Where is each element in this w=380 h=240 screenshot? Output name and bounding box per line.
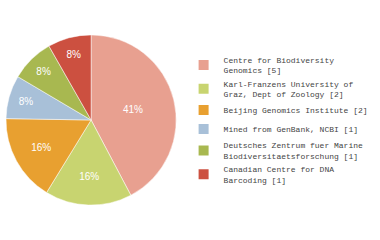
svg-text:8%: 8% bbox=[19, 96, 34, 107]
svg-text:16%: 16% bbox=[79, 171, 99, 182]
svg-text:41%: 41% bbox=[123, 104, 143, 115]
svg-text:Deutsches Zentrum fuer MarineB: Deutsches Zentrum fuer MarineBiodiversit… bbox=[224, 141, 363, 160]
svg-text:16%: 16% bbox=[31, 142, 51, 153]
svg-text:Karl-Franzens University ofGra: Karl-Franzens University ofGraz, Dept of… bbox=[224, 80, 354, 99]
svg-text:8%: 8% bbox=[36, 66, 51, 77]
svg-text:Beijing Genomics Institute [2]: Beijing Genomics Institute [2] bbox=[224, 106, 368, 115]
svg-text:Mined from GenBank, NCBI [1]: Mined from GenBank, NCBI [1] bbox=[224, 125, 358, 134]
svg-text:8%: 8% bbox=[66, 49, 81, 60]
svg-text:Canadian Centre for DNABarcodi: Canadian Centre for DNABarcoding [1] bbox=[224, 165, 335, 184]
svg-text:Centre for BiodiversityGenomic: Centre for BiodiversityGenomics [5] bbox=[224, 56, 335, 75]
